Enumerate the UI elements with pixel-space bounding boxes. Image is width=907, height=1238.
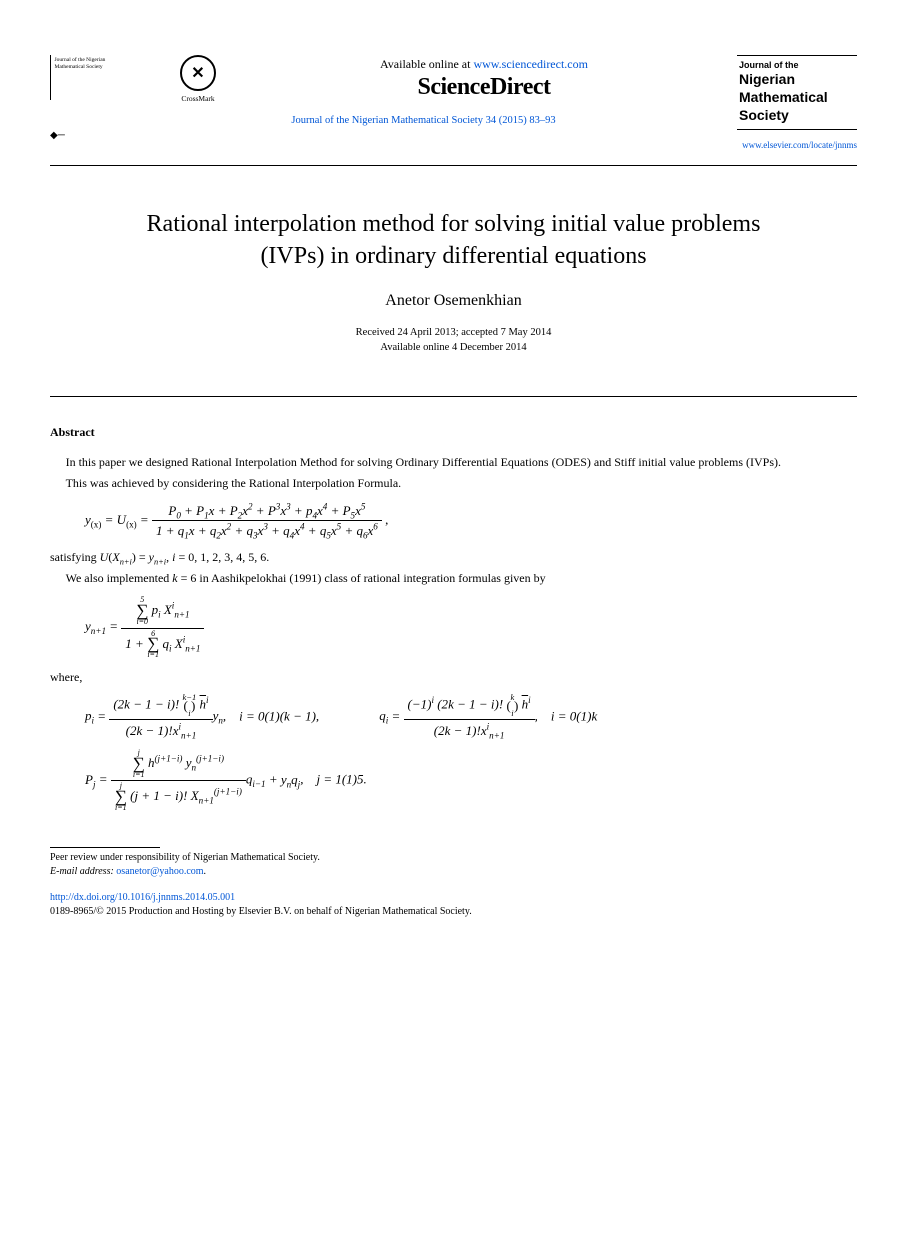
article-footer: http://dx.doi.org/10.1016/j.jnnms.2014.0… — [50, 891, 857, 919]
abstract-p3: satisfying U(Xn+i) = yn+i, i = 0, 1, 2, … — [50, 549, 857, 566]
doi-link[interactable]: http://dx.doi.org/10.1016/j.jnnms.2014.0… — [50, 891, 857, 905]
title-line-1: Rational interpolation method for solvin… — [147, 211, 761, 237]
crossmark-label: CrossMark — [180, 94, 216, 103]
abstract-heading: Abstract — [50, 425, 857, 440]
journal-box-l1: Nigerian — [739, 70, 855, 88]
email-label: E-mail address: — [50, 866, 116, 877]
article-dates: Received 24 April 2013; accepted 7 May 2… — [50, 326, 857, 355]
sciencedirect-url[interactable]: www.sciencedirect.com — [473, 57, 588, 71]
copyright-line: 0189-8965/© 2015 Production and Hosting … — [50, 905, 857, 919]
article-title: Rational interpolation method for solvin… — [80, 208, 827, 273]
author-email[interactable]: osanetor@yahoo.com — [116, 866, 203, 877]
header-right: Journal of the Nigerian Mathematical Soc… — [737, 55, 857, 150]
abstract-p1: In this paper we designed Rational Inter… — [50, 454, 857, 471]
footnotes: Peer review under responsibility of Nige… — [50, 851, 857, 879]
equation-3: pi = (2k − 1 − i)! k−1( )i hi (2k − 1)!x… — [85, 694, 857, 741]
journal-box-l2: Mathematical — [739, 88, 855, 106]
journal-reference[interactable]: Journal of the Nigerian Mathematical Soc… — [120, 115, 727, 126]
equation-4: Pj = j∑i=1 h(j+1−i) yn(j+1−i) j∑i=1 (j +… — [85, 750, 857, 811]
equation-2: yn+1 = 5∑i=0 pi Xin+1 1 + 6∑i=1 qi Xin+1 — [85, 597, 857, 658]
email-tail: . — [204, 866, 207, 877]
available-prefix: Available online at — [380, 57, 473, 71]
peer-review-note: Peer review under responsibility of Nige… — [50, 851, 857, 865]
header-divider — [50, 165, 857, 166]
journal-box-top: Journal of the — [739, 60, 855, 70]
open-access-icon: ◆─ — [50, 130, 65, 141]
where-label: where, — [50, 669, 857, 686]
header-center: ✕ CrossMark Available online at www.scie… — [110, 55, 737, 126]
crossmark-icon: ✕ — [180, 55, 216, 91]
journal-box-l3: Society — [739, 106, 855, 124]
article-page: Journal of the Nigerian Mathematical Soc… — [0, 0, 907, 959]
footnote-rule — [50, 847, 160, 848]
left-journal-tag: Journal of the Nigerian Mathematical Soc… — [55, 57, 110, 70]
dates-line-1: Received 24 April 2013; accepted 7 May 2… — [356, 327, 552, 338]
journal-homepage-link[interactable]: www.elsevier.com/locate/jnnms — [737, 140, 857, 150]
dates-line-2: Available online 4 December 2014 — [380, 342, 526, 353]
title-divider — [50, 396, 857, 397]
header: Journal of the Nigerian Mathematical Soc… — [50, 55, 857, 150]
crossmark-badge[interactable]: ✕ CrossMark — [180, 55, 216, 103]
abstract-body: In this paper we designed Rational Inter… — [50, 454, 857, 812]
title-line-2: (IVPs) in ordinary differential equation… — [260, 243, 646, 269]
journal-title-box: Journal of the Nigerian Mathematical Soc… — [737, 55, 857, 130]
abstract-p4: We also implemented k = 6 in Aashikpelok… — [50, 570, 857, 587]
equation-1: y(x) = U(x) = P0 + P1x + P2x2 + P3x3 + p… — [85, 503, 857, 539]
author-name: Anetor Osemenkhian — [50, 292, 857, 310]
abstract-p2: This was achieved by considering the Rat… — [50, 475, 857, 492]
p3-prefix: satisfying — [50, 550, 100, 564]
left-margin-marks: Journal of the Nigerian Mathematical Soc… — [50, 55, 110, 141]
